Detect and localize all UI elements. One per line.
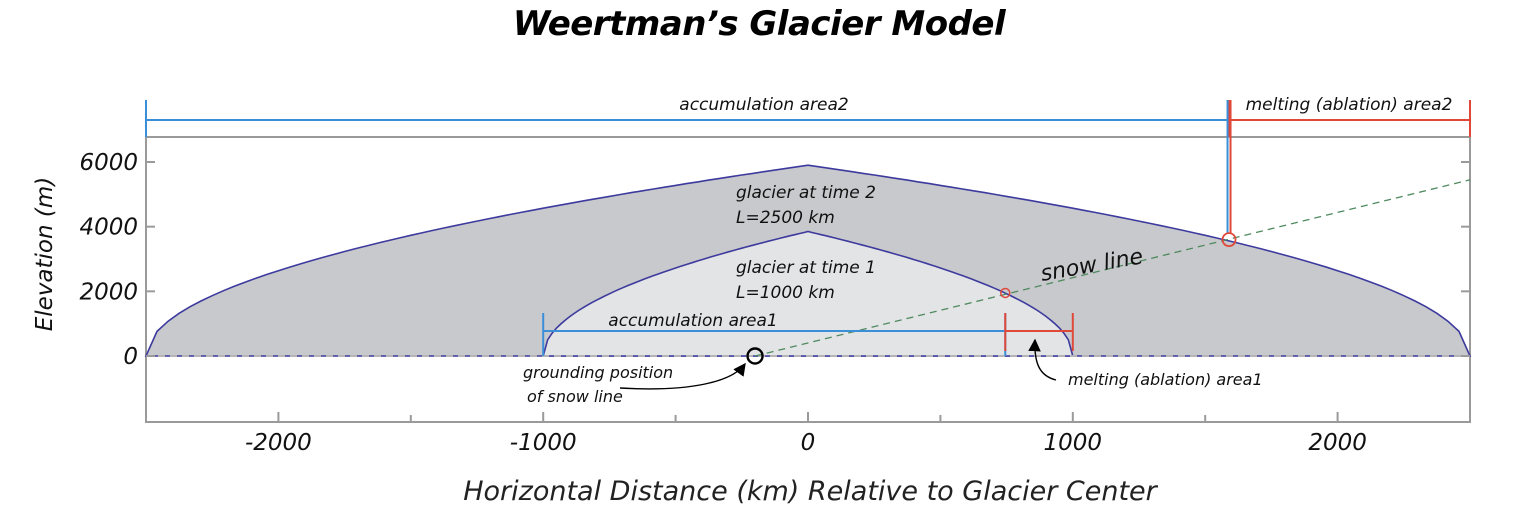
glacier-time1-profile <box>542 230 1074 357</box>
glacier-time2-label-line2: L=2500 km <box>736 208 835 228</box>
y-tick-label: 4000 <box>79 215 138 241</box>
x-axis-ticks: -2000 -1000 0 1000 2000 <box>145 412 1471 456</box>
area-brackets <box>145 100 1471 356</box>
y-tick-label: 6000 <box>79 150 138 176</box>
glacier-time1-label-line2: L=1000 km <box>736 283 835 303</box>
snow-line <box>754 179 1471 357</box>
y-tick-label: 0 <box>123 344 138 370</box>
x-tick-label: 0 <box>801 430 816 456</box>
x-tick-label: 1000 <box>1044 430 1103 456</box>
x-tick-label: -2000 <box>245 430 312 456</box>
ablation-area2-label: melting (ablation) area2 <box>1246 95 1453 115</box>
x-tick-label: 2000 <box>1308 430 1367 456</box>
ablation1-arrow <box>1028 338 1057 381</box>
grounding-label-line2: of snow line <box>527 387 623 406</box>
figure-title: Weertman’s Glacier Model <box>512 4 1006 44</box>
y-axis-ticks: 0 2000 4000 6000 <box>79 150 1470 370</box>
accumulation-area2-label: accumulation area2 <box>679 95 848 115</box>
glacier-time2-label-line1: glacier at time 2 <box>736 183 876 203</box>
grounding-label-line1: grounding position <box>523 363 673 382</box>
ablation-area1-label: melting (ablation) area1 <box>1068 370 1263 389</box>
grounding-position-marker <box>746 347 764 365</box>
x-axis-label: Horizontal Distance (km) Relative to Gla… <box>463 476 1158 507</box>
snowline-intersection-time1 <box>1000 287 1011 299</box>
glacier-time1-label-line1: glacier at time 1 <box>736 258 876 278</box>
x-tick-label: -1000 <box>510 430 577 456</box>
y-tick-label: 2000 <box>79 279 138 305</box>
snowline-intersection-time2 <box>1221 232 1237 248</box>
y-axis-label: Elevation (m) <box>32 177 58 332</box>
grounding-arrow <box>619 362 746 390</box>
accumulation-area1-label: accumulation area1 <box>608 311 777 331</box>
